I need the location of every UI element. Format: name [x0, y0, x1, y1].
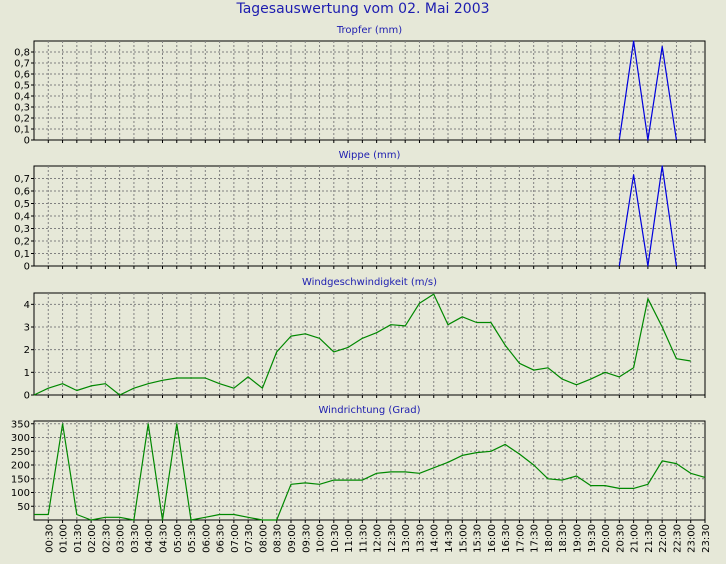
x-tick-label: 06:30 [216, 524, 227, 553]
x-tick-label: 16:30 [501, 524, 512, 553]
x-tick-label: 13:00 [401, 524, 412, 553]
x-tick-label: 08:30 [273, 524, 284, 553]
x-tick-label: 18:30 [558, 524, 569, 553]
x-tick-label: 20:00 [601, 524, 612, 553]
y-tick-label: 200 [11, 461, 30, 472]
x-tick-label: 04:30 [158, 524, 169, 553]
x-tick-label: 04:00 [144, 524, 155, 553]
x-tick-label: 22:00 [658, 524, 669, 553]
y-tick-label: 3 [24, 323, 30, 334]
x-tick-label: 17:30 [530, 524, 541, 553]
x-tick-label: 02:00 [87, 524, 98, 553]
x-tick-label: 12:00 [373, 524, 384, 553]
y-tick-label: 0,7 [14, 59, 30, 70]
x-tick-label: 03:30 [130, 524, 141, 553]
y-tick-label: 150 [11, 474, 30, 485]
plot-frame [33, 292, 706, 396]
x-tick-label: 02:30 [101, 524, 112, 553]
y-tick-label: 4 [24, 300, 30, 311]
x-tick-label: 01:30 [73, 524, 84, 553]
x-tick-label: 16:00 [487, 524, 498, 553]
y-tick-label: 0,7 [14, 174, 30, 185]
y-tick-label: 0,1 [14, 249, 30, 260]
x-tick-label: 15:00 [458, 524, 469, 553]
y-tick-label: 0,8 [14, 48, 30, 59]
chart-title: Wippe (mm) [339, 150, 401, 161]
x-tick-label: 11:30 [358, 524, 369, 553]
x-tick-label: 18:00 [544, 524, 555, 553]
chart-title: Windgeschwindigkeit (m/s) [302, 277, 437, 288]
x-tick-label: 21:00 [630, 524, 641, 553]
plot-frame [33, 420, 706, 521]
y-tick-label: 1 [24, 368, 30, 379]
x-tick-label: 21:30 [644, 524, 655, 553]
y-tick-label: 350 [11, 419, 30, 430]
y-tick-label: 0,2 [14, 237, 30, 248]
x-tick-label: 07:00 [230, 524, 241, 553]
plot-frame [33, 40, 706, 141]
x-tick-label: 23:00 [687, 524, 698, 553]
x-tick-label: 15:30 [473, 524, 484, 553]
x-tick-label: 09:00 [287, 524, 298, 553]
y-tick-label: 0,2 [14, 114, 30, 125]
x-tick-label: 05:00 [173, 524, 184, 553]
y-tick-label: 50 [17, 502, 30, 513]
chart-title: Tropfer (mm) [336, 25, 402, 36]
y-tick-label: 0 [24, 262, 30, 273]
y-tick-label: 0,4 [14, 92, 30, 103]
series-line [34, 423, 706, 521]
x-tick-label: 05:30 [187, 524, 198, 553]
series-line [618, 40, 677, 141]
x-tick-label: 23:30 [701, 524, 712, 553]
y-tick-label: 0,5 [14, 199, 30, 210]
x-tick-label: 10:30 [330, 524, 341, 553]
y-tick-label: 0 [24, 391, 30, 402]
x-tick-label: 09:30 [301, 524, 312, 553]
y-tick-label: 0 [24, 136, 30, 147]
x-tick-label: 01:00 [59, 524, 70, 553]
y-tick-label: 0,6 [14, 70, 30, 81]
x-tick-label: 19:30 [587, 524, 598, 553]
y-tick-label: 300 [11, 433, 30, 444]
y-tick-label: 0,3 [14, 103, 30, 114]
y-tick-label: 100 [11, 488, 30, 499]
y-tick-label: 250 [11, 447, 30, 458]
chart-title: Windrichtung (Grad) [318, 405, 420, 416]
x-tick-label: 22:30 [672, 524, 683, 553]
y-tick-label: 0,6 [14, 187, 30, 198]
series-line [618, 165, 677, 267]
y-tick-label: 0,1 [14, 125, 30, 136]
x-tick-label: 08:00 [258, 524, 269, 553]
x-tick-label: 13:30 [415, 524, 426, 553]
y-tick-label: 0,5 [14, 81, 30, 92]
x-tick-label: 14:00 [430, 524, 441, 553]
x-tick-label: 20:30 [615, 524, 626, 553]
y-tick-label: 0,3 [14, 224, 30, 235]
x-tick-label: 06:00 [201, 524, 212, 553]
page-title: Tagesauswertung vom 02. Mai 2003 [236, 1, 490, 17]
x-tick-label: 10:00 [316, 524, 327, 553]
y-tick-label: 2 [24, 345, 30, 356]
x-tick-label: 19:00 [573, 524, 584, 553]
x-tick-label: 17:00 [515, 524, 526, 553]
x-tick-label: 12:30 [387, 524, 398, 553]
x-tick-label: 11:00 [344, 524, 355, 553]
series-line [33, 293, 691, 396]
y-tick-label: 0,4 [14, 212, 30, 223]
x-tick-label: 14:30 [444, 524, 455, 553]
x-tick-label: 03:00 [116, 524, 127, 553]
x-tick-label: 00:30 [44, 524, 55, 553]
x-tick-label: 07:30 [244, 524, 255, 553]
